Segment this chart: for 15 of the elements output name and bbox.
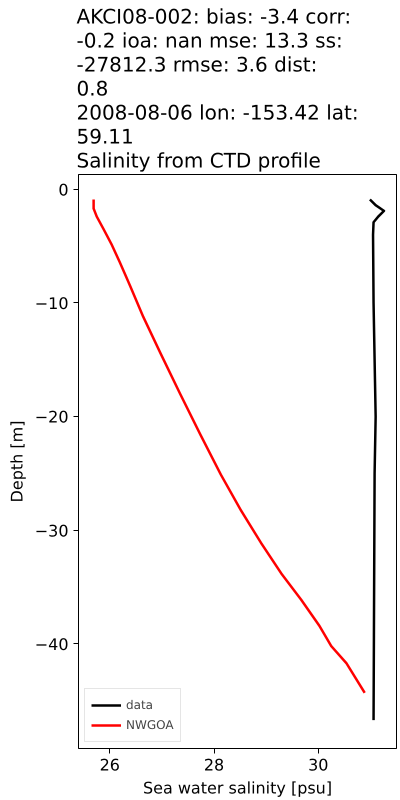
line-series bbox=[92, 198, 366, 694]
x-tick-label: 30 bbox=[308, 756, 328, 774]
x-tick-label: 26 bbox=[100, 756, 120, 774]
y-axis-title: Depth [m] bbox=[8, 420, 27, 502]
y-tick-label: −30 bbox=[34, 521, 68, 540]
y-tick-label: −10 bbox=[34, 294, 68, 313]
legend-label: data bbox=[126, 698, 154, 712]
chart-title: AKCI08-002: bias: -3.4 corr: -0.2 ioa: nan mse: 13.3 ss: -27812.3 rmse: 3.6 dist: 0.8 2008-08-06 lon: -153.42 lat: 59.11 Salinity from CTD profile bbox=[76, 4, 359, 172]
line-series bbox=[368, 198, 386, 722]
x-tick-label: 28 bbox=[204, 756, 224, 774]
y-tick-label: −40 bbox=[34, 634, 68, 654]
y-tick-label: 0 bbox=[58, 180, 69, 200]
x-axis-title: Sea water salinity [psu] bbox=[142, 778, 332, 798]
y-tick-label: −20 bbox=[34, 408, 68, 427]
legend-label: NWGOA bbox=[126, 718, 174, 732]
